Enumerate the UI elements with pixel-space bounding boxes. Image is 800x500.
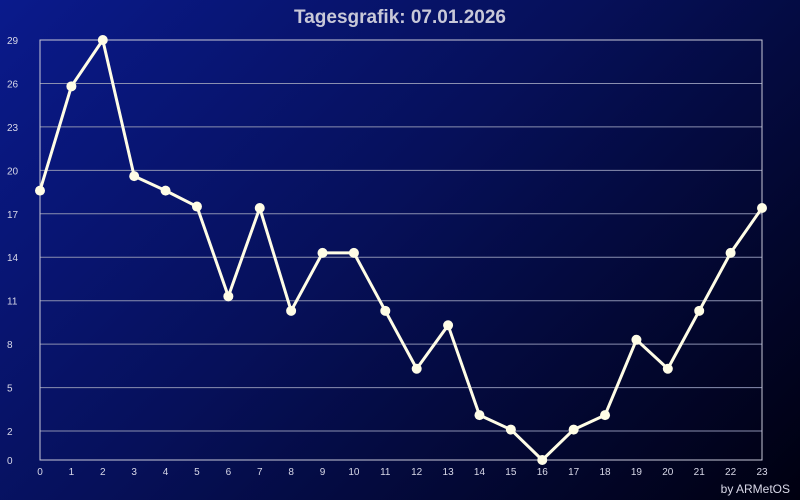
y-tick-label: 0	[7, 456, 13, 467]
x-tick-label: 3	[131, 467, 137, 478]
data-point-19	[631, 334, 642, 345]
x-tick-label: 2	[100, 467, 106, 478]
y-tick-label: 8	[7, 340, 13, 351]
data-point-23	[757, 203, 767, 213]
data-point-8	[286, 305, 297, 316]
x-tick-label: 12	[411, 467, 423, 478]
y-tick-label: 17	[7, 210, 19, 221]
x-tick-label: 5	[194, 467, 200, 478]
x-tick-label: 23	[756, 467, 768, 478]
data-point-15	[505, 424, 516, 435]
data-point-20	[662, 363, 673, 374]
y-tick-label: 11	[7, 297, 18, 308]
data-point-11	[380, 305, 391, 316]
x-tick-label: 10	[348, 467, 360, 478]
data-point-5	[191, 201, 202, 212]
data-point-3	[129, 171, 140, 182]
x-tick-label: 17	[568, 467, 580, 478]
x-tick-label: 6	[226, 467, 232, 478]
x-tick-label: 16	[537, 467, 549, 478]
data-point-13	[443, 320, 454, 331]
data-point-12	[411, 363, 422, 374]
data-point-2	[97, 35, 108, 45]
y-tick-label: 29	[7, 36, 19, 47]
y-tick-label: 5	[7, 384, 13, 395]
data-point-6	[223, 291, 234, 302]
data-point-18	[600, 410, 611, 421]
y-tick-label: 14	[7, 253, 19, 264]
x-tick-label: 22	[725, 467, 737, 478]
x-tick-label: 4	[163, 467, 169, 478]
x-tick-label: 20	[662, 467, 674, 478]
x-tick-label: 11	[380, 467, 391, 478]
x-tick-label: 0	[37, 467, 43, 478]
y-axis-ticks: 0 2 5 8 11 14 17 20 23 26 29	[7, 36, 19, 467]
data-point-7	[254, 203, 265, 213]
series-line	[38, 38, 764, 462]
chart-title: Tagesgrafik: 07.01.2026	[294, 7, 506, 28]
grid-lines	[40, 82, 762, 432]
x-tick-label: 1	[69, 467, 75, 478]
data-point-9	[317, 247, 328, 258]
y-tick-label: 23	[7, 123, 19, 134]
x-tick-label: 13	[443, 467, 455, 478]
series-layer	[35, 35, 767, 465]
y-tick-label: 2	[7, 427, 13, 438]
x-tick-label: 21	[694, 467, 706, 478]
data-point-14	[474, 410, 485, 421]
y-tick-label: 20	[7, 166, 19, 177]
x-tick-label: 14	[474, 467, 486, 478]
x-tick-label: 19	[631, 467, 643, 478]
x-tick-label: 8	[288, 467, 294, 478]
x-tick-label: 9	[320, 467, 326, 478]
x-tick-label: 18	[599, 467, 611, 478]
credit-text: by ARMetOS	[721, 482, 790, 496]
data-point-22	[725, 247, 736, 258]
data-point-1	[66, 81, 77, 92]
x-axis-ticks: 0 1 2 3 4 5 6 7 8 9 10 11 12 13 14 15 16 17 18 19 20 21 22 23	[37, 467, 768, 478]
data-point-0	[35, 185, 45, 196]
data-point-21	[694, 305, 705, 316]
data-point-10	[348, 247, 359, 258]
x-tick-label: 15	[505, 467, 517, 478]
x-tick-label: 7	[257, 467, 263, 478]
data-point-17	[568, 424, 579, 435]
plot-area-border	[39, 39, 763, 461]
y-tick-label: 26	[7, 79, 19, 90]
data-point-4	[160, 185, 171, 196]
data-point-16	[537, 455, 548, 465]
